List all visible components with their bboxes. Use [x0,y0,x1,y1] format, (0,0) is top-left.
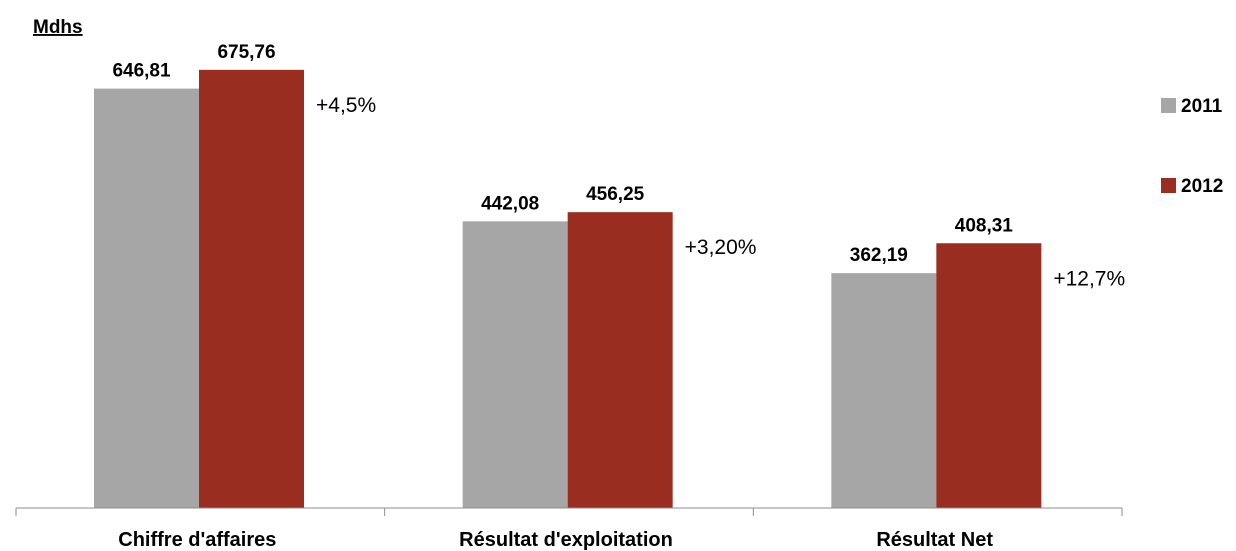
legend-label-2012: 2012 [1181,176,1223,197]
growth-label-0: +4,5% [316,94,376,117]
growth-label-2: +12,7% [1053,267,1125,290]
bar-2012-1 [567,212,673,509]
legend: 2011 2012 [1161,96,1223,197]
bars-group [94,69,1042,509]
legend-label-2011: 2011 [1181,96,1223,117]
bar-2012-0 [199,69,304,508]
x-axis [15,507,1123,516]
bar-2011-1 [462,221,568,508]
data-label-2011-2: 362,19 [850,245,908,266]
category-label-1: Résultat d'exploitation [459,529,673,551]
growth-label-1: +3,20% [685,236,757,259]
unit-label: Mdhs [33,17,83,38]
data-label-2012-1: 456,25 [586,184,645,205]
data-label-2012-2: 408,31 [955,215,1014,236]
category-label-0: Chiffre d'affaires [118,529,276,551]
legend-swatch-2012 [1161,178,1176,193]
bar-2011-0 [94,88,199,508]
labels-group: 646,81 675,76 +4,5% Chiffre d'affaires 442,0… [112,42,1125,551]
bar-2011-2 [831,273,937,508]
category-label-2: Résultat Net [876,529,993,551]
data-label-2012-0: 675,76 [217,42,275,63]
data-label-2011-1: 442,08 [481,193,539,214]
legend-swatch-2011 [1161,98,1176,113]
bar-2012-2 [936,243,1042,508]
data-label-2011-0: 646,81 [112,61,171,82]
